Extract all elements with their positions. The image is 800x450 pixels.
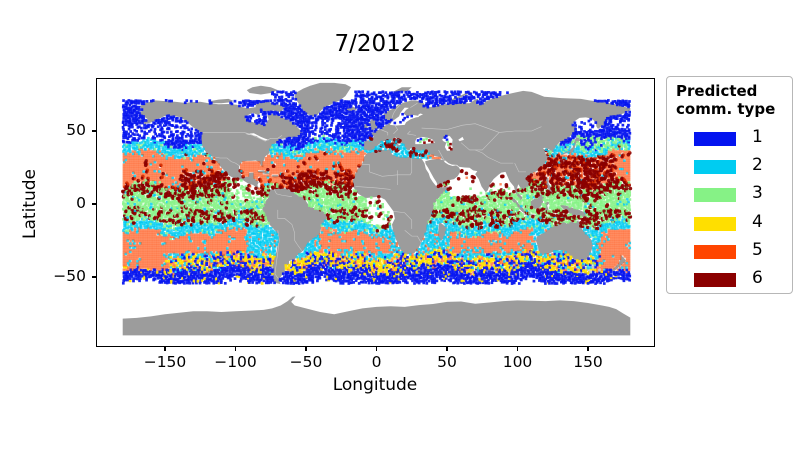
x-tick-label: −100 xyxy=(214,353,257,371)
x-tick-mark xyxy=(305,347,307,351)
y-tick-label: 0 xyxy=(76,194,86,212)
y-tick-label: 50 xyxy=(66,121,86,139)
x-tick-mark xyxy=(375,347,378,351)
legend-entry: 6 xyxy=(667,266,794,294)
legend-entry-label: 2 xyxy=(752,155,763,176)
legend-entry: 2 xyxy=(667,153,794,181)
x-tick-label: −150 xyxy=(143,353,187,371)
legend-entry: 1 xyxy=(667,125,794,153)
y-tick-label: −50 xyxy=(53,267,86,285)
x-tick-mark xyxy=(164,347,166,351)
legend-entry-label: 1 xyxy=(752,127,763,147)
legend-entry-label: 5 xyxy=(752,239,763,260)
legend-swatch-3 xyxy=(694,188,736,203)
legend-entry: 4 xyxy=(667,210,794,238)
x-tick-label: 0 xyxy=(371,353,382,371)
x-tick-mark xyxy=(516,347,519,351)
y-tick-mark xyxy=(92,203,96,205)
y-tick-mark xyxy=(92,130,96,132)
legend-swatch-6 xyxy=(694,273,736,287)
x-tick-label: 50 xyxy=(437,353,457,371)
legend: Predicted comm. type 1 2 3 4 5 6 xyxy=(666,76,793,294)
legend-title-line-2: comm. type xyxy=(676,99,776,118)
y-tick-mark xyxy=(92,276,96,278)
legend-entry-label: 3 xyxy=(752,183,763,204)
legend-swatch-1 xyxy=(694,132,736,146)
legend-swatch-2 xyxy=(694,160,736,175)
x-tick-label: 100 xyxy=(502,353,533,371)
legend-title: Predicted comm. type xyxy=(676,82,792,118)
x-tick-label: 150 xyxy=(573,353,603,371)
legend-swatch-5 xyxy=(694,244,736,259)
legend-title-line-1: Predicted xyxy=(676,82,758,100)
legend-entry-label: 4 xyxy=(752,211,763,232)
y-axis-label: Latitude xyxy=(20,169,40,239)
legend-swatch-4 xyxy=(694,216,736,231)
x-tick-mark xyxy=(587,347,589,351)
x-tick-mark xyxy=(234,347,237,351)
legend-entry: 5 xyxy=(667,238,794,266)
x-tick-label: −50 xyxy=(289,353,323,371)
plot-title: 7/2012 xyxy=(334,31,416,57)
legend-entry-label: 6 xyxy=(752,268,763,288)
x-tick-mark xyxy=(446,347,448,351)
legend-entry: 3 xyxy=(667,181,794,209)
x-axis-label: Longitude xyxy=(332,375,418,395)
